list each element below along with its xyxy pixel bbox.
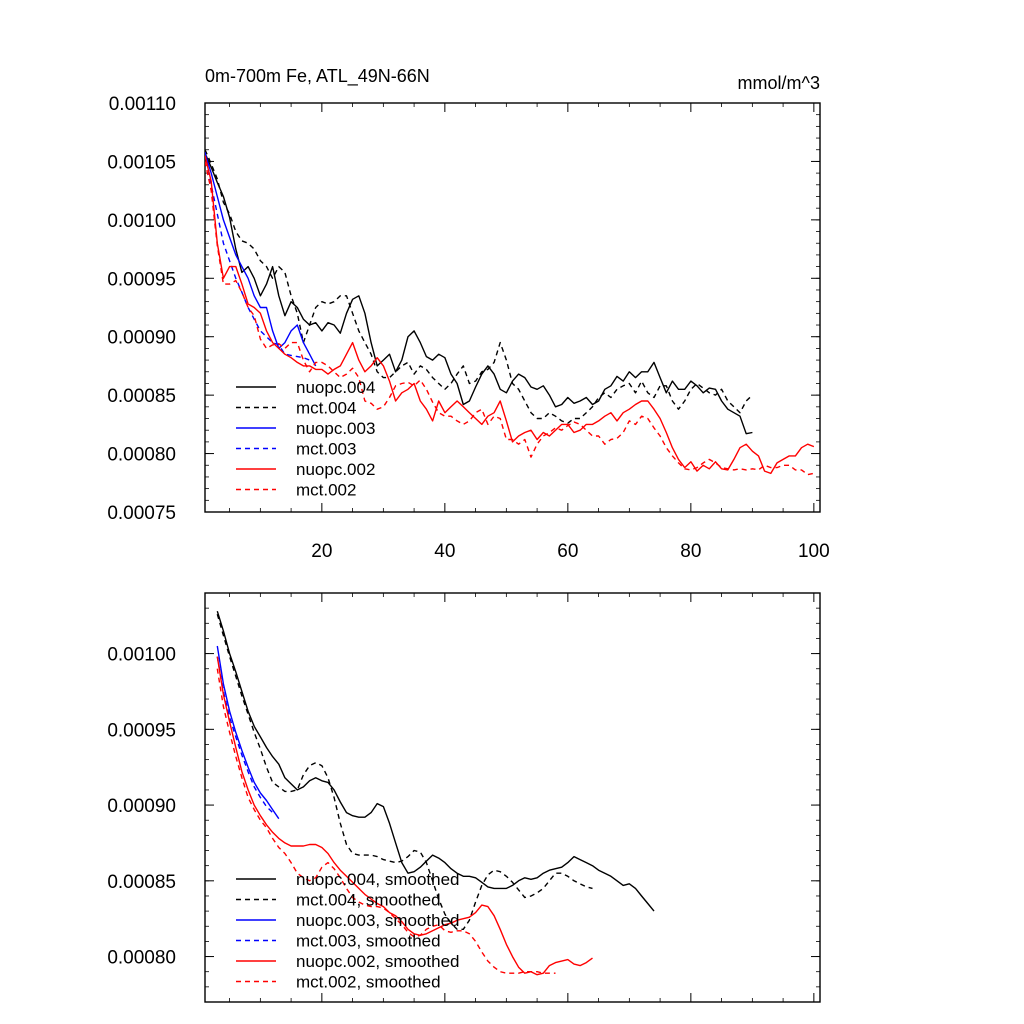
top-ytick-label: 0.00095	[107, 269, 176, 290]
bottom-ytick-label: 0.00080	[107, 948, 176, 969]
units-label: mmol/m^3	[738, 73, 820, 93]
bottom-legend-label: nuopc.003, smoothed	[296, 911, 460, 930]
top-ytick-label: 0.00090	[107, 328, 176, 349]
top-ytick-label: 0.00110	[109, 94, 176, 115]
top-legend-label: mct.002	[296, 481, 356, 500]
bottom-series-group	[216, 610, 655, 976]
top-series-mct-003	[205, 151, 310, 361]
top-xtick-label: 100	[798, 541, 830, 562]
top-legend-label: mct.004	[296, 399, 356, 418]
top-legend-label: mct.003	[296, 440, 356, 459]
bottom-legend-label: mct.003, smoothed	[296, 932, 441, 951]
bottom-series-mct-002-smoothed	[216, 668, 556, 974]
bottom-ytick-label: 0.00085	[107, 872, 176, 893]
bottom-legend-label: nuopc.004, smoothed	[296, 870, 460, 889]
top-series-mct-004	[205, 149, 753, 424]
bottom-plot-frame	[204, 592, 821, 1003]
bottom-legend-label: mct.004, smoothed	[296, 891, 441, 910]
bottom-series-nuopc-003-smoothed	[216, 645, 280, 820]
top-ytick-label: 0.00105	[107, 152, 176, 173]
top-xtick-label: 40	[434, 541, 455, 562]
top-series-mct-002	[205, 161, 815, 476]
bottom-ytick-label: 0.00090	[107, 796, 176, 817]
top-legend-label: nuopc.003	[296, 419, 375, 438]
bottom-series-mct-003-smoothed	[216, 656, 274, 814]
top-series-nuopc-004	[205, 152, 753, 435]
top-ytick-label: 0.00085	[107, 386, 176, 407]
chart-title: 0m-700m Fe, ATL_49N-66N	[205, 66, 430, 87]
bottom-ytick-label: 0.00100	[107, 645, 176, 666]
bottom-legend-label: mct.002, smoothed	[296, 973, 441, 992]
top-series-nuopc-003	[205, 152, 317, 367]
top-xtick-label: 80	[680, 541, 701, 562]
top-series-group	[205, 149, 815, 476]
bottom-series-mct-004-smoothed	[216, 614, 593, 930]
top-legend-label: nuopc.004	[296, 378, 375, 397]
bottom-ytick-label: 0.00095	[107, 720, 176, 741]
panel-bottom: 0.00080 0.00085 0.00090 0.00095 0.00100 nuopc…	[107, 592, 821, 1003]
top-ytick-label: 0.00075	[107, 503, 176, 524]
top-ytick-label: 0.00080	[107, 445, 176, 466]
panel-top: 0.00075 0.00080 0.00085 0.00090 0.00095 0.001…	[107, 66, 829, 562]
bottom-legend-label: nuopc.002, smoothed	[296, 952, 460, 971]
bottom-series-nuopc-004-smoothed	[216, 610, 655, 912]
top-legend-label: nuopc.002	[296, 460, 375, 479]
top-plot-frame	[204, 102, 821, 513]
top-xtick-label: 20	[311, 541, 332, 562]
top-ytick-label: 0.00100	[107, 211, 176, 232]
top-xtick-label: 60	[557, 541, 578, 562]
